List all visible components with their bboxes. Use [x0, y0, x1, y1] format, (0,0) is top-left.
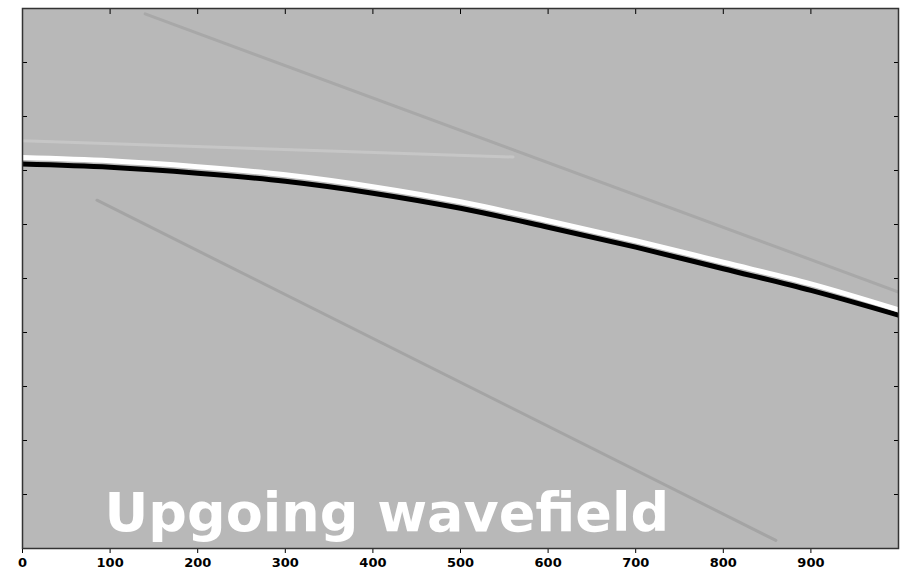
svg-text:600: 600: [535, 555, 562, 570]
svg-text:400: 400: [359, 555, 386, 570]
svg-text:200: 200: [184, 555, 211, 570]
svg-text:300: 300: [272, 555, 299, 570]
svg-text:500: 500: [447, 555, 474, 570]
svg-text:Upgoing wavefield: Upgoing wavefield: [105, 481, 670, 544]
svg-text:0: 0: [18, 555, 27, 570]
svg-text:700: 700: [622, 555, 649, 570]
svg-text:100: 100: [97, 555, 124, 570]
svg-text:900: 900: [797, 555, 824, 570]
svg-text:800: 800: [710, 555, 737, 570]
